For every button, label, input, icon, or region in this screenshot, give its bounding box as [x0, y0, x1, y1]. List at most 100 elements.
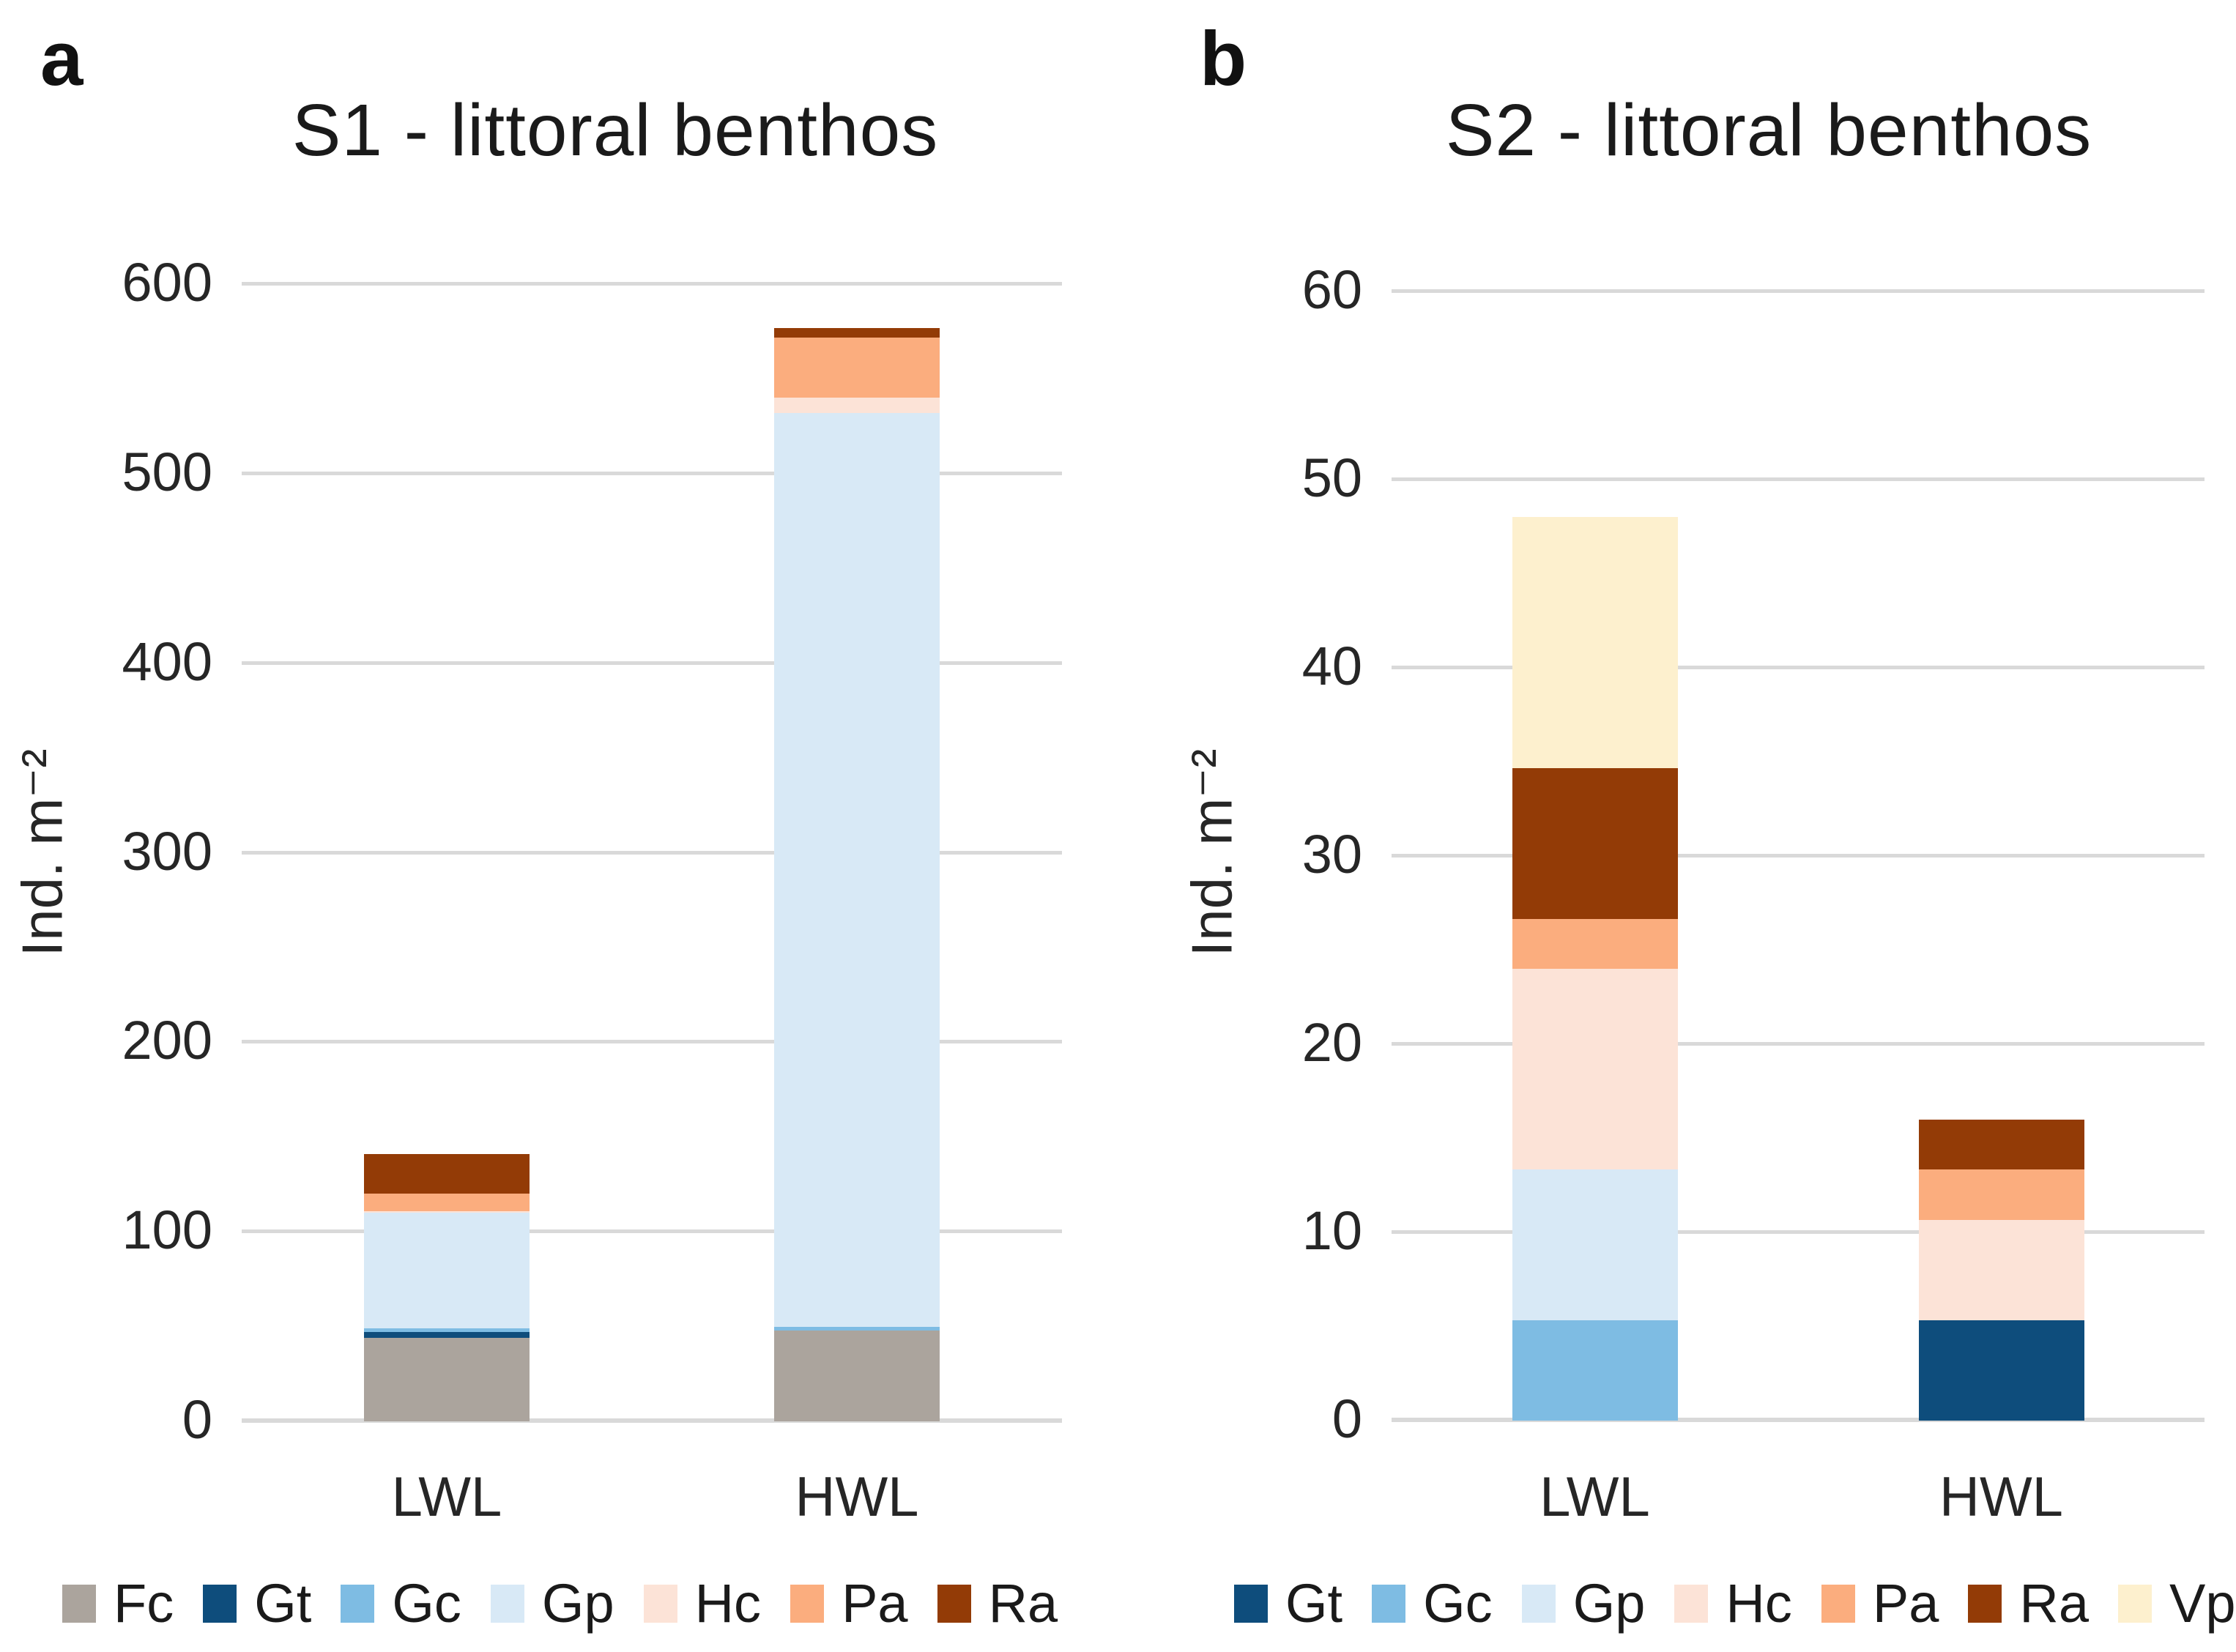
- segment-Fc-LWL: [364, 1338, 530, 1421]
- segment-Hc-HWL: [774, 398, 940, 414]
- legend-item-Hc: Hc: [643, 1573, 762, 1634]
- gridline-400: [242, 661, 1062, 665]
- y-tick-100: 100: [122, 1199, 212, 1261]
- segment-Gc-HWL: [774, 1326, 940, 1331]
- legend-label-Gt: Gt: [254, 1573, 312, 1634]
- legend-swatch-Gp: [490, 1585, 524, 1623]
- legend-swatch-Vp: [2117, 1585, 2152, 1623]
- legend-label-Gc: Gc: [392, 1573, 461, 1634]
- gridline-0: [1392, 1418, 2205, 1422]
- y-tick-30: 30: [1301, 824, 1362, 885]
- legend-label-Ra: Ra: [2019, 1573, 2089, 1634]
- legend-label-Pa: Pa: [842, 1573, 908, 1634]
- legend-label-Vp: Vp: [2169, 1573, 2236, 1634]
- legend-swatch-Gc: [1372, 1585, 1406, 1623]
- y-axis-ticks-a: 0 100 200 300 400 500 600: [44, 256, 212, 1447]
- y-tick-60: 60: [1301, 259, 1362, 320]
- legend-item-Pa: Pa: [790, 1577, 908, 1631]
- category-label-LWL: LWL: [1539, 1466, 1650, 1528]
- legend-swatch-Gp: [1521, 1585, 1556, 1623]
- y-tick-300: 300: [122, 820, 212, 882]
- gridline-0: [242, 1418, 1062, 1423]
- gridline-10: [1392, 1230, 2205, 1235]
- x-axis-labels-a: LWL HWL: [242, 1465, 1062, 1530]
- legend-swatch-Hc: [1674, 1585, 1709, 1623]
- legend-label-Gt: Gt: [1285, 1573, 1343, 1634]
- bar-HWL: [1918, 291, 2084, 1421]
- chart-title-b: S2 - littoral benthos: [1445, 89, 2092, 171]
- y-tick-40: 40: [1301, 636, 1362, 697]
- y-tick-0: 0: [182, 1389, 212, 1450]
- y-tick-50: 50: [1301, 447, 1362, 508]
- x-axis-labels-b: LWL HWL: [1392, 1465, 2205, 1530]
- legend-swatch-Gt: [1234, 1585, 1268, 1623]
- legend-item-Gp: Gp: [490, 1573, 614, 1634]
- y-tick-600: 600: [122, 252, 212, 313]
- legend-swatch-Pa: [1821, 1585, 1855, 1623]
- y-tick-200: 200: [122, 1010, 212, 1071]
- legend-label-Hc: Hc: [1726, 1573, 1792, 1634]
- legend-item-Fc: Fc: [62, 1577, 174, 1631]
- segment-Gp-HWL: [774, 413, 940, 1327]
- segment-Vp-LWL: [1512, 517, 1678, 769]
- segment-Ra-LWL: [1512, 768, 1678, 919]
- plot-area-b: [1392, 289, 2205, 1422]
- segment-Ra-HWL: [1918, 1119, 2084, 1170]
- category-label-HWL: HWL: [795, 1466, 919, 1528]
- legend-label-Fc: Fc: [114, 1573, 174, 1634]
- legend-swatch-Fc: [62, 1585, 96, 1623]
- legend-item-Gc: Gc: [1372, 1577, 1493, 1631]
- legend-swatch-Pa: [790, 1585, 825, 1623]
- legend-item-Gt: Gt: [203, 1577, 311, 1631]
- segment-Fc-HWL: [774, 1330, 940, 1421]
- bar-LWL: [364, 284, 530, 1421]
- gridline-600: [242, 282, 1062, 286]
- y-axis-ticks-b: 0 10 20 30 40 50 60: [1194, 263, 1362, 1446]
- legend-label-Gp: Gp: [541, 1573, 614, 1634]
- gridline-60: [1392, 289, 2205, 293]
- legend-item-Pa: Pa: [1821, 1577, 1939, 1631]
- gridline-40: [1392, 666, 2205, 670]
- legend-swatch-Gc: [341, 1585, 375, 1623]
- bar-LWL: [1512, 291, 1678, 1421]
- gridline-50: [1392, 477, 2205, 481]
- legend-swatch-Ra: [937, 1585, 971, 1623]
- gridline-20: [1392, 1042, 2205, 1046]
- gridline-300: [242, 850, 1062, 855]
- legend-a: Fc Gt Gc Gp Hc Pa Ra: [62, 1567, 1058, 1640]
- segment-Gc-LWL: [1512, 1320, 1678, 1421]
- segment-Pa-LWL: [364, 1194, 530, 1211]
- segment-Gp-LWL: [1512, 1169, 1678, 1321]
- segment-Gp-LWL: [364, 1213, 530, 1329]
- legend-b: Gt Gc Gp Hc Pa Ra Vp: [1234, 1567, 2236, 1640]
- bar-HWL: [774, 284, 940, 1421]
- legend-item-Ra: Ra: [1968, 1577, 2089, 1631]
- legend-label-Gc: Gc: [1423, 1573, 1493, 1634]
- legend-swatch-Hc: [643, 1585, 677, 1623]
- segment-Hc-HWL: [1918, 1220, 2084, 1321]
- legend-swatch-Ra: [1968, 1585, 2002, 1623]
- segment-Pa-LWL: [1512, 918, 1678, 970]
- legend-item-Vp: Vp: [2117, 1573, 2236, 1634]
- panel-letter-b: b: [1200, 16, 1247, 102]
- y-tick-400: 400: [122, 630, 212, 692]
- category-label-LWL: LWL: [391, 1466, 502, 1528]
- y-tick-500: 500: [122, 441, 212, 502]
- gridline-30: [1392, 854, 2205, 857]
- legend-item-Gt: Gt: [1234, 1577, 1342, 1631]
- gridline-100: [242, 1229, 1062, 1234]
- segment-Hc-LWL: [364, 1210, 530, 1213]
- legend-item-Ra: Ra: [937, 1577, 1058, 1631]
- segment-Pa-HWL: [774, 337, 940, 398]
- legend-label-Ra: Ra: [988, 1573, 1058, 1634]
- legend-label-Gp: Gp: [1572, 1573, 1646, 1634]
- segment-Ra-HWL: [774, 327, 940, 338]
- legend-swatch-Gt: [203, 1585, 237, 1623]
- chart-title-a: S1 - littoral benthos: [291, 89, 939, 171]
- legend-label-Hc: Hc: [694, 1573, 762, 1634]
- segment-Pa-HWL: [1918, 1169, 2084, 1221]
- y-tick-0: 0: [1331, 1388, 1362, 1449]
- gridline-500: [242, 471, 1062, 475]
- segment-Hc-LWL: [1512, 969, 1678, 1170]
